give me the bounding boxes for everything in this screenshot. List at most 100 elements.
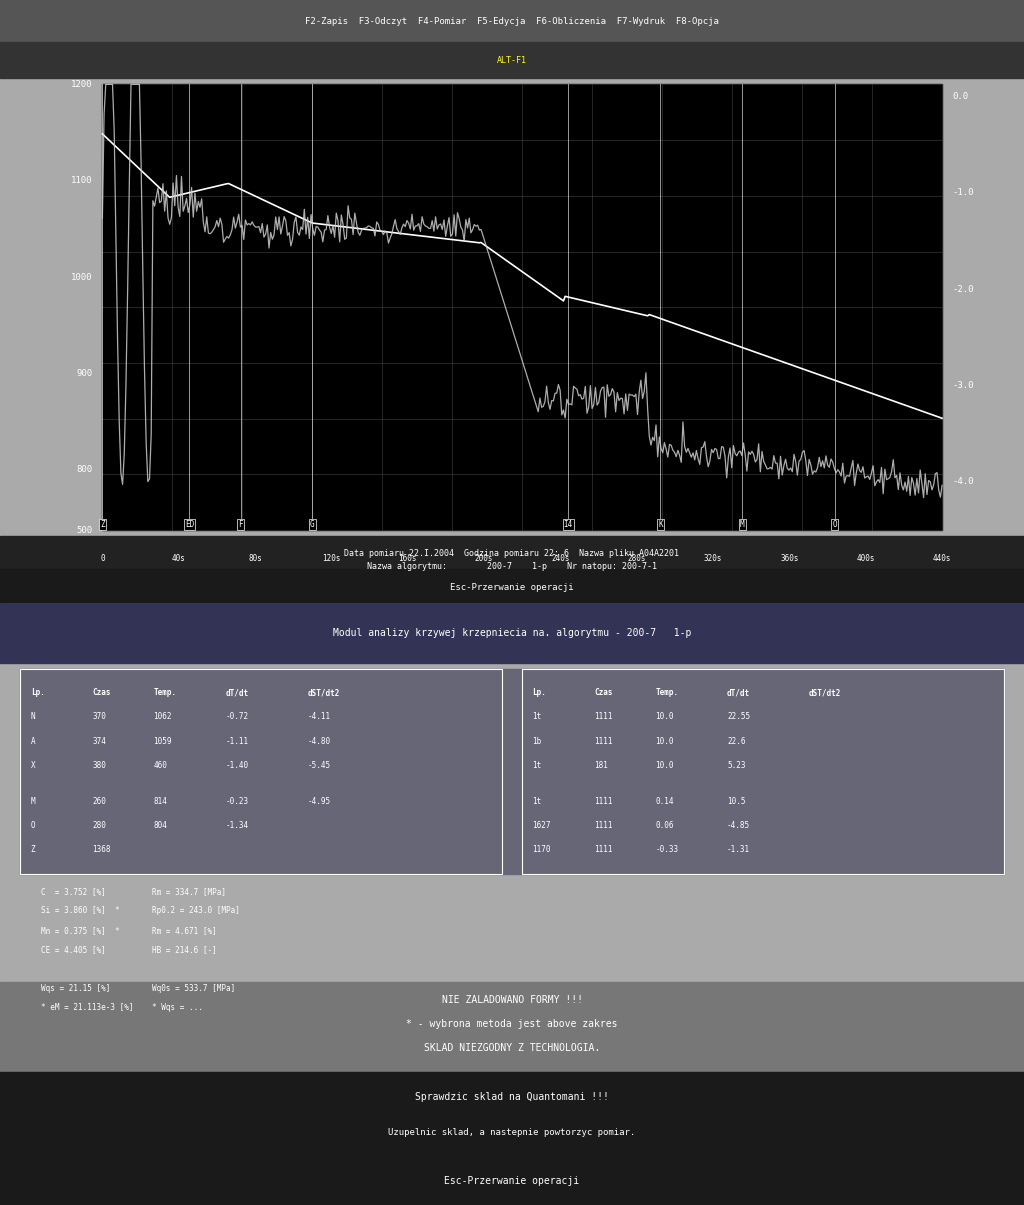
Text: -1.40: -1.40 — [225, 760, 249, 770]
Text: -3.0: -3.0 — [952, 381, 974, 390]
Text: Mn = 0.375 [%]  *       Rm = 4.671 [%]: Mn = 0.375 [%] * Rm = 4.671 [%] — [41, 925, 217, 935]
Text: Si = 3.860 [%]  *       Rp0.2 = 243.0 [MPa]: Si = 3.860 [%] * Rp0.2 = 243.0 [MPa] — [41, 906, 240, 916]
Text: 1368: 1368 — [92, 845, 111, 854]
Bar — [0, 42, 1024, 78]
Text: 200s: 200s — [475, 554, 494, 563]
Text: -2.0: -2.0 — [952, 284, 974, 294]
Text: -1.11: -1.11 — [225, 736, 249, 746]
Bar — [20, 669, 1004, 874]
Text: Temp.: Temp. — [154, 688, 177, 698]
Text: 500: 500 — [76, 525, 92, 535]
Text: 160s: 160s — [398, 554, 417, 563]
Text: 440s: 440s — [933, 554, 951, 563]
Text: 370: 370 — [92, 712, 106, 722]
Text: Sprawdzic sklad na Quantomani !!!: Sprawdzic sklad na Quantomani !!! — [415, 1092, 609, 1101]
Bar — [522, 669, 1004, 874]
Text: Esc-Przerwanie operacji: Esc-Przerwanie operacji — [444, 1176, 580, 1186]
Text: Czas: Czas — [594, 688, 612, 698]
Text: N: N — [31, 712, 36, 722]
Text: Data pomiaru 22.I.2004  Godzina pomiaru 22: 6  Nazwa pliku A04A2201: Data pomiaru 22.I.2004 Godzina pomiaru 2… — [344, 548, 680, 558]
Text: 1200: 1200 — [71, 80, 92, 89]
Text: Nazwa algorytmu:        200-7    1-p    Nr natopu: 200-7-1: Nazwa algorytmu: 200-7 1-p Nr natopu: 20… — [367, 562, 657, 571]
Text: 280: 280 — [92, 821, 106, 830]
Text: -1.31: -1.31 — [727, 845, 751, 854]
Text: 1111: 1111 — [594, 736, 612, 746]
Text: 1111: 1111 — [594, 797, 612, 806]
Text: K: K — [658, 519, 663, 529]
Text: dST/dt2: dST/dt2 — [307, 688, 340, 698]
Text: Z: Z — [31, 845, 36, 854]
Text: 1111: 1111 — [594, 845, 612, 854]
Text: 0.0: 0.0 — [952, 92, 969, 101]
Text: 260: 260 — [92, 797, 106, 806]
Text: F2-Zapis  F3-Odczyt  F4-Pomiar  F5-Edycja  F6-Obliczenia  F7-Wydruk  F8-Opcja: F2-Zapis F3-Odczyt F4-Pomiar F5-Edycja F… — [305, 17, 719, 25]
Text: 1000: 1000 — [71, 272, 92, 282]
Text: 374: 374 — [92, 736, 106, 746]
Text: F: F — [239, 519, 243, 529]
Text: CE = 4.405 [%]          HB = 214.6 [-]: CE = 4.405 [%] HB = 214.6 [-] — [41, 945, 217, 954]
Text: -4.0: -4.0 — [952, 477, 974, 487]
Text: dT/dt: dT/dt — [727, 688, 751, 698]
Text: * eM = 21.113e-3 [%]    * Wqs = ...: * eM = 21.113e-3 [%] * Wqs = ... — [41, 1003, 203, 1012]
Text: 800: 800 — [76, 465, 92, 475]
Bar — [0, 570, 1024, 602]
Text: 804: 804 — [154, 821, 168, 830]
Bar — [0, 0, 1024, 42]
Bar — [0, 536, 1024, 570]
Text: 10.0: 10.0 — [655, 712, 674, 722]
Text: 40s: 40s — [172, 554, 185, 563]
Text: 181: 181 — [594, 760, 608, 770]
Text: O: O — [833, 519, 837, 529]
Text: ALT-F1: ALT-F1 — [497, 55, 527, 65]
Text: 80s: 80s — [248, 554, 262, 563]
Text: Temp.: Temp. — [655, 688, 679, 698]
Text: -0.72: -0.72 — [225, 712, 249, 722]
Text: 460: 460 — [154, 760, 168, 770]
Text: -1.0: -1.0 — [952, 188, 974, 198]
Text: 320s: 320s — [703, 554, 722, 563]
Text: 814: 814 — [154, 797, 168, 806]
Text: -5.45: -5.45 — [307, 760, 331, 770]
Text: -4.80: -4.80 — [307, 736, 331, 746]
Text: 10.5: 10.5 — [727, 797, 745, 806]
Text: G: G — [310, 519, 314, 529]
Text: 0.06: 0.06 — [655, 821, 674, 830]
Text: 240s: 240s — [551, 554, 569, 563]
Text: X: X — [31, 760, 36, 770]
Text: Modul analizy krzywej krzepniecia na. algorytmu - 200-7   1-p: Modul analizy krzywej krzepniecia na. al… — [333, 628, 691, 637]
Text: 1111: 1111 — [594, 712, 612, 722]
Text: 1100: 1100 — [71, 176, 92, 186]
Text: 5.23: 5.23 — [727, 760, 745, 770]
Text: 280s: 280s — [628, 554, 646, 563]
Bar — [20, 669, 502, 874]
Text: Wqs = 21.15 [%]         Wq0s = 533.7 [MPa]: Wqs = 21.15 [%] Wq0s = 533.7 [MPa] — [41, 983, 236, 993]
Text: Esc-Przerwanie operacji: Esc-Przerwanie operacji — [451, 583, 573, 592]
Text: dST/dt2: dST/dt2 — [809, 688, 842, 698]
Text: 1062: 1062 — [154, 712, 172, 722]
Bar — [0, 1072, 1024, 1205]
Text: 900: 900 — [76, 369, 92, 378]
Text: 1170: 1170 — [532, 845, 551, 854]
Text: 1t: 1t — [532, 712, 542, 722]
Text: O: O — [31, 821, 36, 830]
Bar — [102, 84, 942, 530]
Text: -4.95: -4.95 — [307, 797, 331, 806]
Text: 380: 380 — [92, 760, 106, 770]
Text: dT/dt: dT/dt — [225, 688, 249, 698]
Text: 1t: 1t — [532, 760, 542, 770]
Text: M: M — [31, 797, 36, 806]
Text: * - wybrona metoda jest above zakres: * - wybrona metoda jest above zakres — [407, 1019, 617, 1029]
Text: 120s: 120s — [323, 554, 341, 563]
Bar — [0, 982, 1024, 1072]
Text: NIE ZALADOWANO FORMY !!!: NIE ZALADOWANO FORMY !!! — [441, 995, 583, 1005]
Text: -4.11: -4.11 — [307, 712, 331, 722]
Text: 10.0: 10.0 — [655, 760, 674, 770]
Text: 1627: 1627 — [532, 821, 551, 830]
Bar — [0, 602, 1024, 663]
Text: Z: Z — [100, 519, 104, 529]
Text: 0: 0 — [100, 554, 104, 563]
Text: SKLAD NIEZGODNY Z TECHNOLOGIA.: SKLAD NIEZGODNY Z TECHNOLOGIA. — [424, 1044, 600, 1053]
Text: 400s: 400s — [856, 554, 874, 563]
Text: -4.85: -4.85 — [727, 821, 751, 830]
Text: C  = 3.752 [%]          Rm = 334.7 [MPa]: C = 3.752 [%] Rm = 334.7 [MPa] — [41, 887, 226, 897]
